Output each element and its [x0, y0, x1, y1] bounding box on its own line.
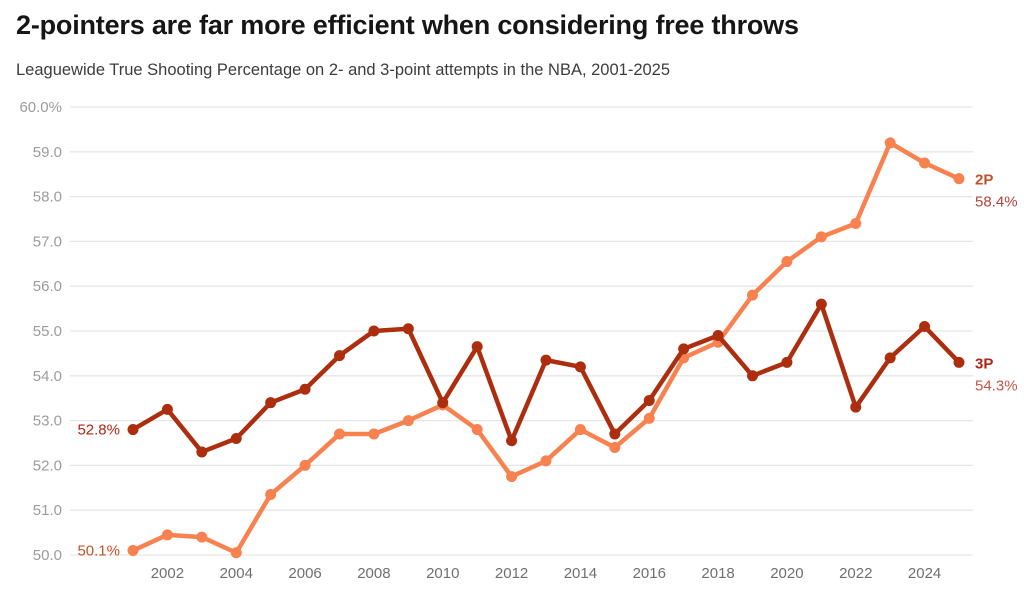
data-point-3p-2011: [471, 341, 483, 353]
x-axis-tick-label: 2006: [288, 565, 321, 582]
x-axis-tick-label: 2024: [908, 565, 941, 582]
chart-title: 2-pointers are far more efficient when c…: [16, 10, 799, 40]
y-axis-tick-label: 55.0: [33, 323, 62, 340]
data-point-2p-2016: [643, 412, 655, 424]
x-axis-tick-label: 2002: [151, 565, 184, 582]
y-axis-tick-label: 57.0: [33, 233, 62, 250]
x-axis-tick-label: 2018: [701, 565, 734, 582]
series-start-value-2p: 50.1%: [77, 543, 120, 560]
x-axis-tick-label: 2014: [564, 565, 597, 582]
data-point-2p-2009: [402, 415, 414, 427]
x-axis-tick-label: 2010: [426, 565, 459, 582]
y-axis-tick-label: 54.0: [33, 368, 62, 385]
data-point-3p-2021: [815, 298, 827, 310]
x-axis-tick-label: 2008: [357, 565, 390, 582]
data-point-2p-2001: [127, 545, 139, 557]
data-point-2p-2021: [815, 231, 827, 243]
data-point-3p-2009: [402, 323, 414, 335]
data-point-3p-2019: [747, 370, 758, 382]
data-point-3p-2005: [265, 397, 277, 409]
data-point-3p-2008: [368, 325, 380, 337]
data-point-3p-2023: [884, 352, 896, 364]
data-point-3p-2002: [161, 403, 173, 415]
data-point-3p-2020: [781, 356, 793, 368]
data-point-3p-2018: [712, 329, 724, 341]
series-end-value-2p: 58.4%: [975, 194, 1018, 211]
data-point-3p-2013: [540, 354, 552, 366]
x-axis-tick-label: 2016: [633, 565, 666, 582]
series-name-label-3p: 3P: [975, 355, 993, 372]
series-name-label-2p: 2P: [975, 172, 993, 189]
data-point-2p-2007: [334, 428, 345, 440]
data-point-2p-2020: [781, 256, 793, 268]
chart-subtitle: Leaguewide True Shooting Percentage on 2…: [16, 61, 671, 79]
data-point-3p-2024: [919, 321, 931, 333]
data-point-3p-2016: [643, 394, 655, 406]
series-start-value-3p: 52.8%: [77, 422, 120, 439]
x-axis-tick-label: 2004: [220, 565, 253, 582]
y-axis-tick-label: 51.0: [33, 502, 62, 519]
data-point-2p-2012: [506, 471, 518, 483]
data-point-3p-2006: [299, 383, 311, 395]
x-axis-tick-label: 2020: [770, 565, 803, 582]
data-point-2p-2013: [540, 455, 552, 467]
data-point-2p-2011: [471, 424, 483, 436]
data-point-2p-2025: [953, 173, 965, 185]
data-point-2p-2023: [884, 137, 896, 149]
data-point-3p-2004: [230, 433, 242, 445]
data-point-3p-2014: [574, 361, 586, 373]
data-point-2p-2002: [161, 529, 173, 541]
data-point-2p-2008: [368, 428, 380, 440]
x-axis-tick-label: 2012: [495, 565, 528, 582]
y-axis-tick-label: 52.0: [33, 457, 62, 474]
data-point-2p-2019: [747, 289, 758, 301]
y-axis-tick-label: 58.0: [33, 189, 62, 206]
series-line-3p: [130, 301, 962, 455]
y-axis-tick-label: 53.0: [33, 413, 62, 430]
y-axis-tick-label: 59.0: [33, 144, 62, 161]
y-axis-tick-label: 50.0: [33, 547, 62, 564]
data-point-2p-2022: [850, 217, 862, 229]
data-point-3p-2012: [506, 435, 518, 447]
series-end-value-3p: 54.3%: [975, 377, 1018, 394]
y-axis-tick-label: 56.0: [33, 278, 62, 295]
data-point-2p-2024: [919, 157, 931, 169]
data-point-3p-2003: [196, 446, 208, 458]
data-point-3p-2010: [437, 397, 449, 409]
data-point-2p-2005: [265, 489, 277, 501]
x-axis-tick-label: 2022: [839, 565, 872, 582]
data-point-3p-2022: [850, 401, 862, 413]
data-point-3p-2015: [609, 428, 621, 440]
data-point-3p-2017: [678, 343, 690, 355]
data-point-2p-2004: [230, 547, 242, 559]
data-point-2p-2006: [299, 459, 311, 471]
data-point-3p-2001: [127, 424, 139, 436]
data-point-3p-2025: [953, 356, 965, 368]
y-axis-tick-label: 60.0%: [19, 99, 62, 116]
data-point-2p-2015: [609, 441, 621, 453]
data-point-3p-2007: [334, 350, 345, 362]
data-point-2p-2003: [196, 531, 208, 543]
data-point-2p-2014: [574, 424, 586, 436]
